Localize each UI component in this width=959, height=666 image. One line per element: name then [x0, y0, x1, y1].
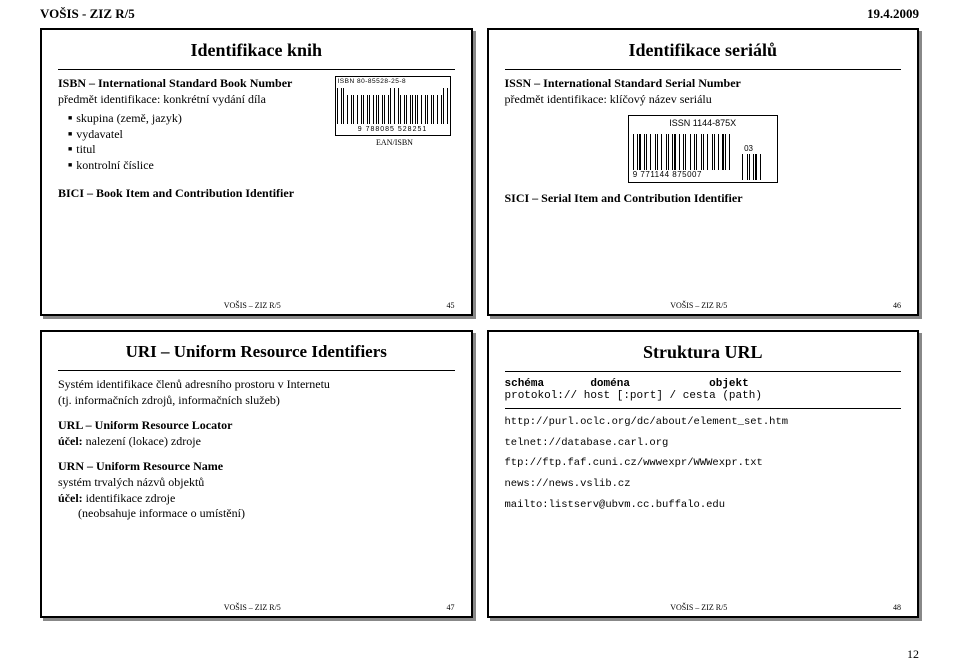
slide-footer: VOŠIS – ZIZ R/5 47 — [42, 603, 471, 612]
page-number: 12 — [907, 647, 919, 662]
foot-bold: SICI – Serial Item and Contribution Iden… — [505, 191, 902, 207]
url-head: URL – Uniform Resource Locator — [58, 418, 455, 434]
barcode-bars — [338, 88, 448, 124]
url-example: mailto:listserv@ubvm.cc.buffalo.edu — [505, 498, 902, 513]
p1a: Systém identifikace členů adresního pros… — [58, 377, 455, 393]
slide-title: URI – Uniform Resource Identifiers — [58, 342, 455, 362]
bullet-list: skupina (země, jazyk) vydavatel titul ko… — [58, 111, 335, 173]
slide-uri: URI – Uniform Resource Identifiers Systé… — [40, 330, 473, 618]
url-example: http://purl.oclc.org/dc/about/element_se… — [505, 415, 902, 430]
barcode-bottom: 9 788085 528251 — [338, 126, 448, 133]
list-item: titul — [68, 142, 335, 158]
urn-head: URN – Uniform Resource Name — [58, 459, 455, 475]
issn-main: 9 771144 875007 — [633, 170, 730, 180]
slide-title: Identifikace knih — [58, 40, 455, 61]
slide-footer: VOŠIS – ZIZ R/5 48 — [489, 603, 918, 612]
slide-footer: VOŠIS – ZIZ R/5 45 — [42, 301, 471, 310]
schema-row1: schéma doména objekt — [505, 378, 902, 390]
footer-center: VOŠIS – ZIZ R/5 — [670, 301, 727, 310]
foot-bold: BICI – Book Item and Contribution Identi… — [58, 186, 455, 201]
barcode-bars — [633, 134, 730, 170]
barcode-label: EAN/ISBN — [335, 138, 455, 147]
list-item: vydavatel — [68, 127, 335, 143]
urn-sub3: (neobsahuje informace o umístění) — [58, 506, 455, 522]
slide-identifikace-serialu: Identifikace seriálů ISSN – Internationa… — [487, 28, 920, 316]
url-example: news://news.vslib.cz — [505, 477, 902, 492]
lead-sub: předmět identifikace: klíčový název seri… — [505, 92, 902, 108]
list-item: skupina (země, jazyk) — [68, 111, 335, 127]
schema-row2: protokol:// host [:port] / cesta (path) — [505, 390, 902, 402]
issn-side: 03 — [736, 144, 761, 154]
urn-sub1: systém trvalých názvů objektů — [58, 475, 455, 491]
footer-center: VOŠIS – ZIZ R/5 — [224, 301, 281, 310]
footer-center: VOŠIS – ZIZ R/5 — [224, 603, 281, 612]
slide-number: 47 — [447, 603, 455, 612]
header-left: VOŠIS - ZIZ R/5 — [40, 6, 135, 22]
slide-title: Struktura URL — [505, 342, 902, 363]
slide-struktura-url: Struktura URL schéma doména objekt proto… — [487, 330, 920, 618]
url-example: telnet://database.carl.org — [505, 436, 902, 451]
slide-footer: VOŠIS – ZIZ R/5 46 — [489, 301, 918, 310]
slide-number: 48 — [893, 603, 901, 612]
slide-grid: Identifikace knih ISBN – International S… — [0, 24, 959, 618]
slide-identifikace-knih: Identifikace knih ISBN – International S… — [40, 28, 473, 316]
lead-sub: předmět identifikace: konkrétní vydání d… — [58, 92, 335, 108]
url-example: ftp://ftp.faf.cuni.cz/wwwexpr/WWWexpr.tx… — [505, 456, 902, 471]
issn-block: ISSN 1144-875X 9 771144 875007 03 — [628, 115, 778, 183]
lead: ISBN – International Standard Book Numbe… — [58, 76, 335, 92]
footer-center: VOŠIS – ZIZ R/5 — [670, 603, 727, 612]
barcode-bars-small — [742, 154, 761, 180]
page-header: VOŠIS - ZIZ R/5 19.4.2009 — [0, 0, 959, 24]
slide-number: 45 — [447, 301, 455, 310]
urn-sub2: účel: identifikace zdroje — [58, 491, 455, 507]
url-sub: účel: nalezení (lokace) zdroje — [58, 434, 455, 450]
issn-label: ISSN 1144-875X — [633, 118, 773, 130]
list-item: kontrolní číslice — [68, 158, 335, 174]
lead: ISSN – International Standard Serial Num… — [505, 76, 902, 92]
barcode-top: ISBN 80-85528-25-8 — [338, 79, 448, 86]
url-examples: http://purl.oclc.org/dc/about/element_se… — [505, 415, 902, 512]
p1b: (tj. informačních zdrojů, informačních s… — [58, 393, 455, 409]
barcode: ISBN 80-85528-25-8 9 788085 528251 — [335, 76, 451, 136]
slide-number: 46 — [893, 301, 901, 310]
slide-title: Identifikace seriálů — [505, 40, 902, 61]
header-right: 19.4.2009 — [867, 6, 919, 22]
